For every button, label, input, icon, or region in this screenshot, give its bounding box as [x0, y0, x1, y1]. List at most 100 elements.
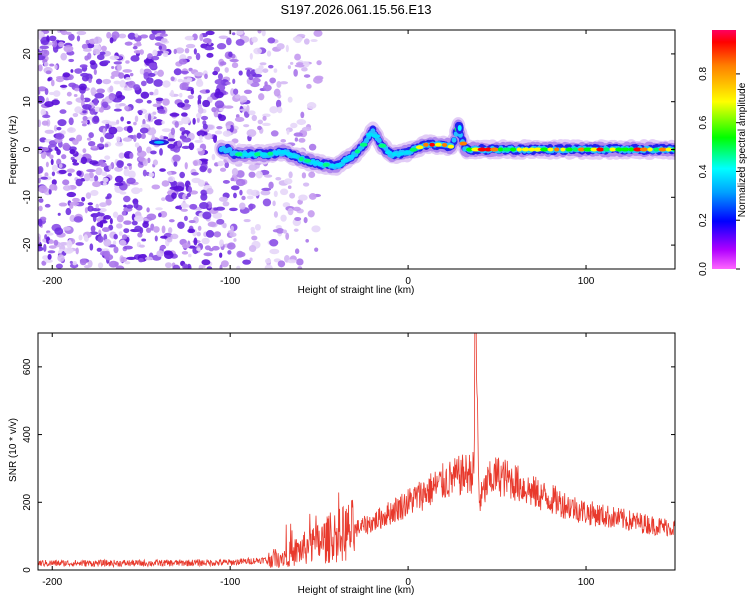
spectrogram-noise-point — [273, 88, 281, 97]
spectrogram-noise-point — [58, 169, 67, 174]
spectrogram-noise-point — [231, 62, 239, 69]
spectrogram-noise-point — [181, 112, 188, 117]
spectrogram-noise-point — [104, 143, 109, 148]
spectrogram-noise-point — [177, 221, 185, 229]
spectrogram-noise-point — [59, 109, 67, 114]
spectrogram-noise-point — [202, 211, 212, 220]
spectrogram-ridge-peak — [516, 147, 523, 152]
spectrogram-noise-point — [49, 183, 57, 191]
spectrogram-noise-point — [149, 33, 156, 41]
spectrogram-noise-point — [51, 164, 59, 172]
spectrogram-noise-point — [197, 107, 204, 114]
spectrogram-noise-point — [155, 97, 164, 102]
spectrogram-noise-point — [241, 195, 246, 201]
spectrogram-noise-point — [139, 68, 145, 75]
spectrogram-ridge-peak — [615, 147, 623, 152]
spectrogram-noise-point — [133, 49, 142, 54]
spectrogram-noise-point — [198, 135, 203, 141]
spectrogram-noise-point — [111, 31, 120, 40]
spectrogram-noise-point — [152, 49, 158, 57]
snr-y-tick-label: 0 — [22, 567, 33, 573]
spectrogram-noise-point — [219, 61, 227, 66]
spectrogram-noise-point — [248, 203, 256, 210]
spectrogram-noise-point — [38, 185, 48, 194]
spectrogram-noise-point — [78, 234, 83, 241]
spectrogram-noise-point — [92, 115, 100, 123]
snr-x-tick-label: -100 — [220, 577, 240, 588]
spectrogram-noise-point — [106, 31, 112, 39]
spectrogram-noise-point — [181, 145, 191, 150]
spectrogram-noise-point — [118, 152, 125, 159]
spectrogram-noise-point — [116, 214, 124, 223]
colorbar-tick-label: 0.4 — [698, 164, 709, 178]
spectrogram-noise-point — [142, 169, 147, 177]
spectrogram-noise-point — [133, 84, 141, 91]
spectrogram-noise-point — [73, 216, 83, 223]
spectrogram-ridge-peak — [447, 144, 455, 149]
spectrogram-noise-point — [118, 103, 126, 107]
spectrogram-noise-point — [80, 156, 88, 165]
spectrogram-noise-point — [71, 197, 80, 203]
spectrogram-noise-point — [264, 258, 272, 264]
spectrogram-noise-point — [311, 225, 321, 233]
spectrogram-noise-point — [213, 231, 222, 238]
spectrogram-noise-point — [227, 250, 232, 255]
spectrogram-noise-point — [123, 204, 127, 208]
spectrogram-noise-point — [218, 107, 224, 112]
spectrogram-noise-point — [75, 178, 83, 187]
spectrogram-noise-point — [219, 167, 227, 172]
spectrogram-noise-point — [252, 73, 263, 78]
colorbar-tick-label: 0.8 — [698, 67, 709, 81]
spectrogram-noise-point — [222, 222, 227, 229]
spectrogram-noise-point — [301, 172, 307, 179]
spectrogram-noise-point — [50, 79, 55, 87]
spectrogram-noise-point — [109, 218, 113, 225]
spectrogram-noise-point — [110, 75, 115, 79]
spectrogram-noise-point — [158, 212, 162, 218]
spectrogram-noise-point — [287, 207, 294, 216]
spectrogram-noise-point — [229, 232, 237, 238]
spectrogram-noise-point — [303, 38, 310, 45]
spectrogram-noise-point — [151, 134, 156, 142]
spectrogram-noise-point — [219, 239, 224, 247]
spectrogram-noise-point — [138, 244, 145, 248]
spectrogram-noise-point — [80, 72, 90, 78]
snr-y-tick-label: 200 — [22, 494, 33, 511]
spectrogram-noise-point — [51, 179, 57, 186]
spectrogram-noise-point — [124, 261, 131, 265]
spectrogram-ridge-peak — [267, 151, 274, 156]
spectrogram-noise-point — [38, 30, 44, 38]
spectrogram-noise-point — [63, 247, 74, 254]
spectrogram-noise-point — [297, 266, 303, 269]
spectrogram-noise-point — [228, 51, 233, 58]
spectrogram-noise-point — [148, 62, 158, 69]
spectrogram-noise-point — [98, 107, 104, 113]
spectrogram-noise-point — [109, 37, 114, 44]
spectrogram-noise-point — [198, 264, 203, 269]
spectrogram-noise-point — [42, 114, 51, 119]
spectrogram-noise-point — [248, 74, 254, 81]
spectrogram-ridge-peak — [378, 143, 387, 148]
spectrogram-noise-point — [123, 228, 130, 234]
spectrogram-noise-point — [38, 236, 41, 244]
spectrogram-noise-point — [121, 211, 127, 216]
spectrogram-noise-point — [159, 210, 168, 218]
spectrogram-noise-point — [126, 163, 132, 167]
snr-x-ticks: -200 -100 0 100 — [42, 333, 595, 588]
spectrogram-noise-point — [250, 82, 260, 88]
spectrogram-noise-point — [262, 122, 271, 127]
spectrogram-noise-point — [133, 121, 137, 126]
spectrogram-noise-point — [235, 39, 245, 46]
spectrogram-noise-point — [155, 207, 163, 211]
spectrogram-noise-point — [95, 78, 103, 85]
spectrogram-noise-point — [234, 94, 241, 99]
spectrogram-noise-point — [269, 106, 279, 114]
spectrogram-noise-point — [71, 159, 78, 163]
spectrogram-noise-point — [62, 185, 72, 191]
colorbar-ticks: 0.0 0.2 0.4 0.6 0.8 — [698, 67, 740, 276]
spectrogram-noise-point — [196, 247, 201, 251]
spectrogram-noise-point — [307, 210, 315, 218]
spectrogram-noise-point — [222, 201, 230, 207]
spectrogram-noise-point — [123, 195, 131, 203]
